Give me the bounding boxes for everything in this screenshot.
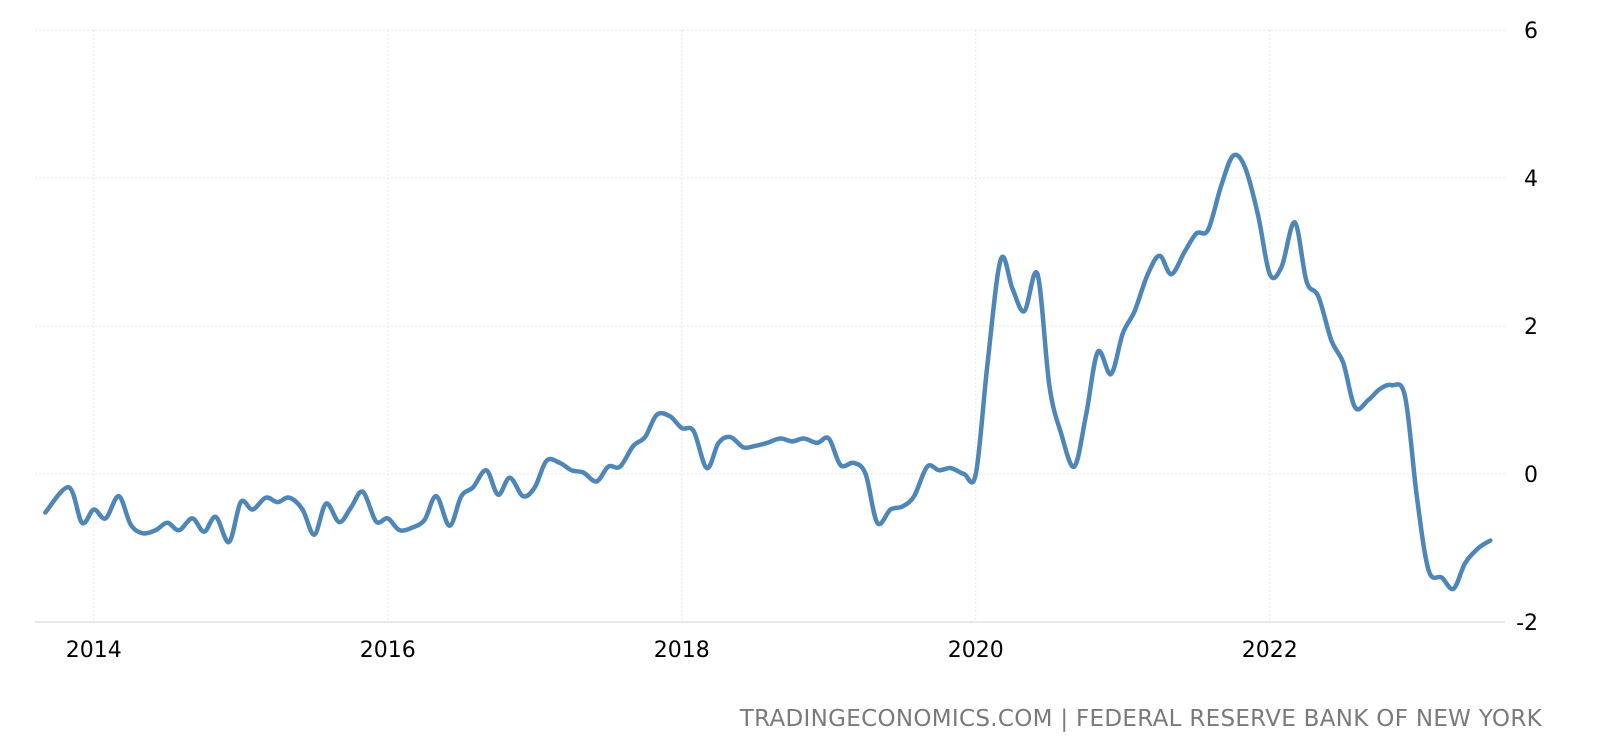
x-tick-label: 2022 [1242,638,1298,663]
y-tick-label: 6 [1524,19,1538,44]
horizontal-gridlines [35,29,1505,623]
y-tick-label: -2 [1516,611,1538,636]
x-tick-label: 2016 [360,638,416,663]
y-axis-tick-labels: 6 4 2 0 -2 [1516,19,1538,636]
vertical-gridlines [93,30,1271,622]
y-tick-label: 2 [1524,315,1538,340]
y-tick-label: 4 [1524,167,1538,192]
x-tick-label: 2018 [654,638,710,663]
x-tick-label: 2020 [948,638,1004,663]
source-attribution: TRADINGECONOMICS.COM | FEDERAL RESERVE B… [739,706,1543,732]
x-axis-tick-labels: 2014 2016 2018 2020 2022 [66,638,1298,663]
y-tick-label: 0 [1524,463,1538,488]
series-line [43,152,1493,592]
x-tick-label: 2014 [66,638,122,663]
